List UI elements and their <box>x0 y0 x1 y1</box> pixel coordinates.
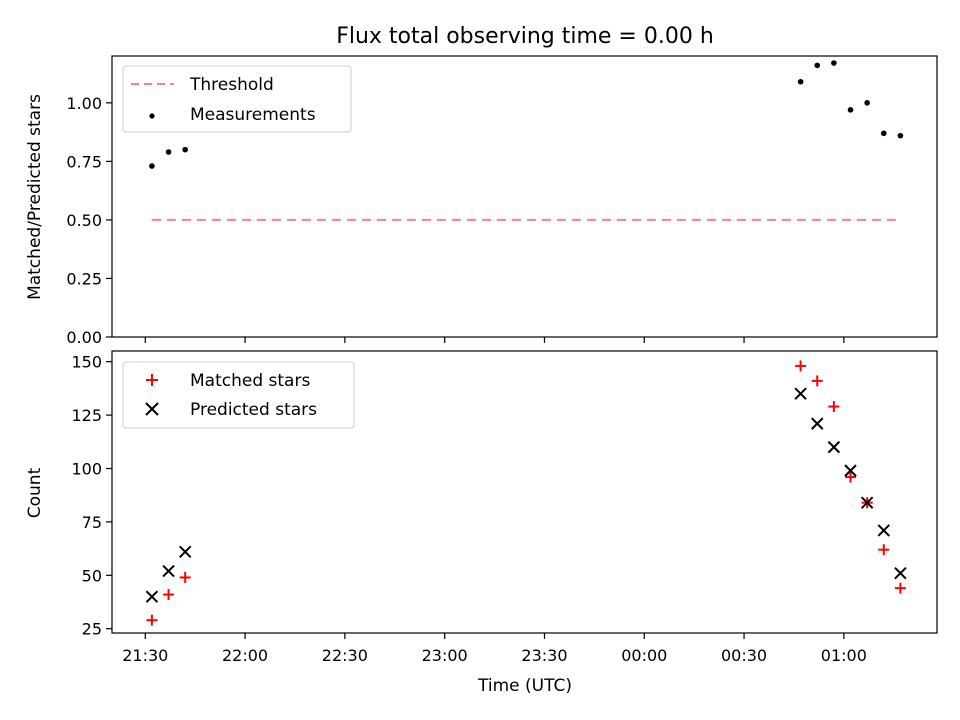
measurement-point <box>847 107 854 113</box>
top-plot-marks <box>149 60 904 221</box>
top-y-ticks: 0.00 0.25 0.50 0.75 1.00 <box>66 94 112 347</box>
measurement-point <box>831 60 837 66</box>
legend-predicted-swatch <box>145 402 159 416</box>
bottom-y-tick-label: 25 <box>82 620 102 639</box>
top-legend: Threshold Measurements <box>122 65 352 133</box>
x-tick-label: 21:30 <box>122 646 168 665</box>
predicted-star-point <box>877 524 890 537</box>
bottom-plot-marks <box>145 360 907 626</box>
measurement-point <box>864 100 870 106</box>
matched-star-point <box>179 571 191 583</box>
x-tick-label: 00:30 <box>721 646 767 665</box>
bottom-y-ticks: 25 50 75 100 125 150 <box>71 353 112 639</box>
measurement-point <box>182 146 188 153</box>
matched-star-point <box>811 375 823 387</box>
x-tick-label: 00:00 <box>621 646 667 665</box>
top-x-ticks <box>144 337 845 343</box>
predicted-x-b <box>178 545 192 559</box>
predicted-x-b <box>162 564 175 578</box>
top-y-tick-label: 0.25 <box>66 269 102 288</box>
top-y-tick-label: 1.00 <box>66 94 102 113</box>
matched-star-point <box>878 544 890 556</box>
matched-star-point <box>163 589 175 601</box>
predicted-x-b <box>794 387 807 400</box>
legend-measurements-label: Measurements <box>190 105 316 125</box>
predicted-star-point <box>162 564 175 578</box>
predicted-star-point <box>794 387 807 400</box>
measurement-point <box>897 132 904 139</box>
bottom-y-axis-label: Count <box>25 467 45 518</box>
measurement-point <box>880 130 887 137</box>
measurement-point <box>814 62 821 69</box>
measurement-point <box>165 149 172 155</box>
predicted-star-point <box>860 496 874 509</box>
x-tick-label: 22:00 <box>222 646 268 665</box>
predicted-x-b <box>811 417 824 430</box>
bottom-y-tick-label: 50 <box>82 566 102 585</box>
x-tick-label: 23:30 <box>521 646 567 665</box>
x-axis-label: Time (UTC) <box>477 676 572 696</box>
legend-threshold-label: Threshold <box>189 75 274 95</box>
bottom-legend: Matched stars Predicted stars <box>122 361 355 429</box>
predicted-star-point <box>844 464 857 477</box>
predicted-star-point <box>145 590 159 603</box>
x-tick-label: 23:00 <box>422 646 468 665</box>
top-y-axis-label: Matched/Predicted stars <box>25 94 45 300</box>
top-y-tick-label: 0.00 <box>66 328 102 347</box>
x-tick-label: 22:30 <box>322 646 368 665</box>
top-y-tick-label: 0.50 <box>66 211 102 230</box>
bottom-legend-box <box>122 361 355 429</box>
x-tick-label: 01:00 <box>821 646 867 665</box>
predicted-star-point <box>811 417 824 430</box>
predicted-x-b <box>145 590 159 603</box>
matched-star-point <box>795 360 807 372</box>
bottom-plot-frame <box>111 350 938 634</box>
bottom-panel: 25 50 75 100 125 150 21:30 22:00 22:30 23:00 23:3… <box>25 350 938 696</box>
matched-star-point <box>894 582 906 594</box>
legend-predicted-label: Predicted stars <box>190 400 317 420</box>
bottom-x-ticks: 21:30 22:00 22:30 23:00 23:30 00:00 00:30 01:00 <box>122 633 867 665</box>
predicted-star-point <box>827 440 841 454</box>
measurement-point <box>797 78 804 85</box>
predicted-x-b <box>894 566 907 580</box>
predicted-x-b <box>827 440 841 454</box>
predicted-x-b <box>860 496 874 509</box>
predicted-star-point <box>178 545 192 559</box>
bottom-y-tick-label: 150 <box>71 353 102 372</box>
matched-star-point <box>146 614 158 626</box>
top-y-tick-label: 0.75 <box>66 152 102 171</box>
chart-title: Flux total observing time = 0.00 h <box>336 24 714 49</box>
matched-star-point <box>845 471 857 483</box>
legend-measurements-swatch <box>149 113 155 119</box>
legend-matched-label: Matched stars <box>190 371 310 391</box>
predicted-x-b <box>844 464 857 477</box>
bottom-y-tick-label: 75 <box>82 513 102 532</box>
top-plot-frame <box>111 55 938 338</box>
matched-star-point <box>828 401 840 413</box>
bottom-y-tick-label: 125 <box>71 406 102 425</box>
predicted-x-b <box>877 524 890 537</box>
legend-matched-swatch <box>146 374 158 386</box>
measurement-point <box>149 163 155 169</box>
predicted-star-point <box>894 566 907 580</box>
top-legend-box <box>122 65 352 133</box>
top-panel: 0.00 0.25 0.50 0.75 1.00 Matched/Predicted s… <box>25 55 938 347</box>
bottom-y-tick-label: 100 <box>71 460 102 479</box>
